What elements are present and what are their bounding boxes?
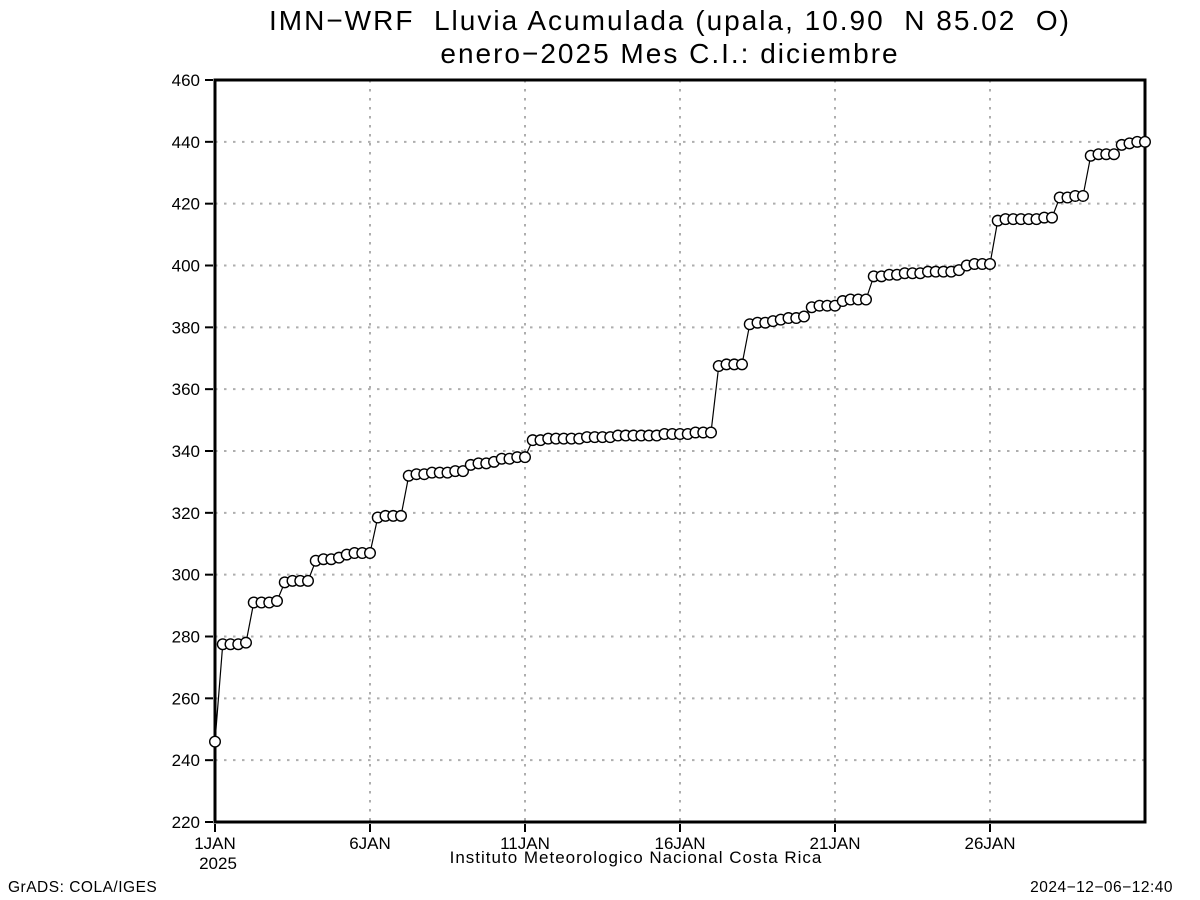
- data-point: [798, 310, 811, 323]
- data-point: [705, 426, 718, 439]
- y-tick-label: 280: [172, 628, 200, 647]
- x-tick-label: 6JAN: [349, 834, 391, 853]
- y-tick-label: 240: [172, 751, 200, 770]
- y-tick-label: 440: [172, 133, 200, 152]
- data-point: [239, 636, 252, 649]
- data-point: [519, 451, 532, 464]
- y-tick-label: 460: [172, 71, 200, 90]
- x-tick-label: 11JAN: [500, 834, 550, 853]
- data-point: [1076, 189, 1089, 202]
- x-tick-label: 16JAN: [654, 834, 705, 853]
- y-tick-label: 300: [172, 566, 200, 585]
- data-point: [984, 257, 997, 270]
- chart-title: IMN−WRF Lluvia Acumulada (upala, 10.90 N…: [269, 5, 1071, 36]
- grads-credit: GrADS: COLA/IGES: [8, 879, 158, 896]
- data-point: [271, 594, 284, 607]
- data-point: [1138, 135, 1151, 148]
- plot-border: [213, 78, 1147, 824]
- data-point: [736, 358, 749, 371]
- data-point: [364, 547, 377, 560]
- x-tick-label: 26JAN: [964, 834, 1015, 853]
- y-tick-label: 420: [172, 195, 200, 214]
- data-point: [457, 465, 470, 478]
- data-point: [1045, 211, 1058, 224]
- data-point: [1107, 148, 1120, 161]
- x-tick-sublabel: 2025: [199, 854, 237, 873]
- data-point: [860, 293, 873, 306]
- data-point: [208, 735, 221, 748]
- y-tick-label: 380: [172, 318, 200, 337]
- institute-caption: Instituto Meteorologico Nacional Costa R…: [449, 848, 823, 867]
- render-timestamp: 2024−12−06−12:40: [1030, 879, 1173, 896]
- y-tick-label: 360: [172, 380, 200, 399]
- y-tick-label: 220: [172, 813, 200, 832]
- x-tick-label: 21JAN: [809, 834, 860, 853]
- data-point: [395, 509, 408, 522]
- data-point: [302, 574, 315, 587]
- y-tick-label: 320: [172, 504, 200, 523]
- y-tick-label: 400: [172, 257, 200, 276]
- chart-subtitle: enero−2025 Mes C.I.: diciembre: [440, 38, 900, 69]
- y-tick-label: 260: [172, 689, 200, 708]
- x-tick-label: 1JAN: [194, 834, 236, 853]
- y-tick-label: 340: [172, 442, 200, 461]
